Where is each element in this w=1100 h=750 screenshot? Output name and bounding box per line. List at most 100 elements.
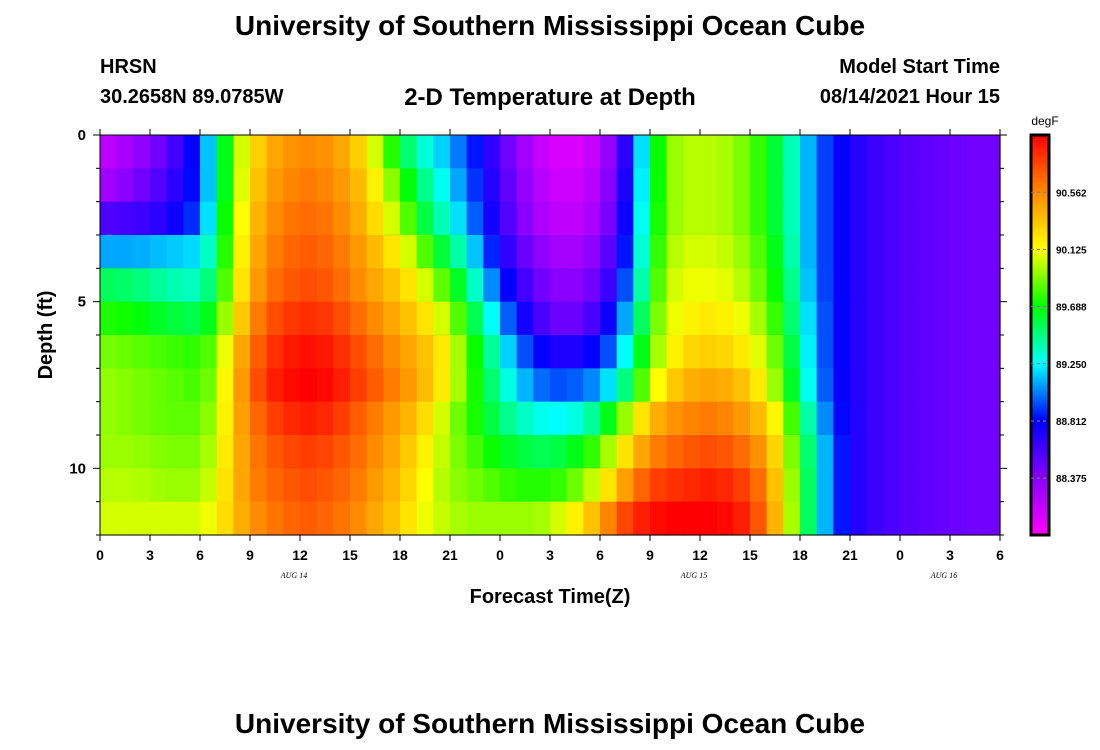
heatmap-cell	[483, 135, 501, 169]
heatmap-cell	[950, 201, 968, 236]
page-title: University of Southern Mississippi Ocean…	[234, 10, 866, 41]
heatmap-cell	[716, 335, 734, 369]
heatmap-cell	[566, 335, 584, 369]
heatmap-cell	[533, 168, 551, 203]
heatmap-cell	[933, 201, 951, 236]
heatmap-cell	[750, 168, 768, 203]
heatmap-cell	[616, 301, 634, 336]
heatmap-cell	[316, 168, 334, 203]
heatmap-cell	[883, 335, 901, 369]
heatmap-cell	[900, 201, 918, 236]
heatmap-cell	[900, 268, 918, 303]
heatmap-cell	[900, 135, 918, 169]
heatmap-cell	[100, 168, 118, 203]
heatmap-cell	[416, 335, 434, 369]
heatmap-cell	[633, 401, 651, 436]
heatmap-cell	[500, 135, 518, 169]
heatmap-cell	[566, 168, 584, 203]
heatmap-cell	[266, 168, 284, 203]
heatmap-cell	[600, 235, 618, 269]
date-label: AUG 15	[680, 571, 707, 580]
heatmap-cell	[666, 268, 684, 303]
heatmap-cell	[783, 301, 801, 336]
heatmap-cell	[400, 201, 418, 236]
heatmap-cell	[350, 501, 368, 536]
heatmap-cell	[816, 135, 834, 169]
heatmap-cell	[233, 135, 251, 169]
heatmap-cell	[500, 268, 518, 303]
heatmap-cell	[966, 268, 984, 303]
heatmap-cell	[383, 435, 401, 469]
x-tick-label: 9	[646, 547, 654, 563]
heatmap-cell	[866, 501, 884, 536]
heatmap-cell	[283, 468, 301, 503]
heatmap-cell	[250, 268, 268, 303]
heatmap-cell	[650, 335, 668, 369]
colorbar-unit-label: degF	[1031, 114, 1058, 128]
heatmap-cell	[200, 135, 218, 169]
heatmap-cell	[200, 368, 218, 403]
heatmap-cell	[983, 468, 1001, 503]
station-coords: 30.2658N 89.0785W	[100, 86, 284, 108]
heatmap-cell	[300, 268, 318, 303]
heatmap-cell	[500, 435, 518, 469]
heatmap-cell	[116, 401, 134, 436]
heatmap-cell	[216, 335, 234, 369]
heatmap-cell	[233, 168, 251, 203]
heatmap-cell	[900, 368, 918, 403]
heatmap-cell	[616, 268, 634, 303]
heatmap-cell	[900, 335, 918, 369]
heatmap-cell	[750, 268, 768, 303]
heatmap-cell	[300, 435, 318, 469]
heatmap-cell	[100, 468, 118, 503]
heatmap-cell	[233, 368, 251, 403]
heatmap-cell	[666, 435, 684, 469]
heatmap-cell	[533, 368, 551, 403]
heatmap-cell	[716, 135, 734, 169]
heatmap-cell	[333, 468, 351, 503]
heatmap-cell	[533, 401, 551, 436]
heatmap-cell	[533, 501, 551, 536]
heatmap-cell	[833, 268, 851, 303]
heatmap-cell	[866, 268, 884, 303]
heatmap-cell	[550, 268, 568, 303]
heatmap-cell	[550, 135, 568, 169]
heatmap-cell	[916, 335, 934, 369]
heatmap-cell	[183, 201, 201, 236]
heatmap-cell	[150, 368, 168, 403]
heatmap-cell	[850, 501, 868, 536]
x-tick-label: 9	[246, 547, 254, 563]
heatmap-cell	[933, 335, 951, 369]
heatmap-cell	[650, 401, 668, 436]
x-tick-label: 12	[692, 547, 708, 563]
heatmap-cell	[466, 401, 484, 436]
heatmap-cell	[316, 201, 334, 236]
heatmap-cell	[466, 368, 484, 403]
heatmap-cell	[216, 268, 234, 303]
heatmap-cell	[400, 135, 418, 169]
heatmap-cell	[750, 401, 768, 436]
heatmap-cell	[800, 135, 818, 169]
heatmap-cell	[266, 201, 284, 236]
heatmap-cell	[400, 468, 418, 503]
heatmap-cell	[866, 235, 884, 269]
heatmap-cell	[350, 335, 368, 369]
heatmap-cell	[650, 368, 668, 403]
heatmap-cell	[616, 135, 634, 169]
heatmap-cell	[283, 335, 301, 369]
heatmap-cell	[850, 201, 868, 236]
station-name: HRSN	[100, 56, 157, 78]
heatmap-cell	[783, 501, 801, 536]
heatmap-cell	[566, 368, 584, 403]
heatmap-cell	[916, 501, 934, 536]
heatmap-cell	[600, 168, 618, 203]
heatmap-cell	[550, 335, 568, 369]
heatmap-cell	[400, 335, 418, 369]
heatmap-cell	[383, 468, 401, 503]
heatmap-cell	[933, 435, 951, 469]
heatmap-cell	[266, 335, 284, 369]
heatmap-cell	[966, 201, 984, 236]
heatmap-cell	[166, 301, 184, 336]
heatmap-cell	[733, 468, 751, 503]
heatmap-cell	[283, 501, 301, 536]
